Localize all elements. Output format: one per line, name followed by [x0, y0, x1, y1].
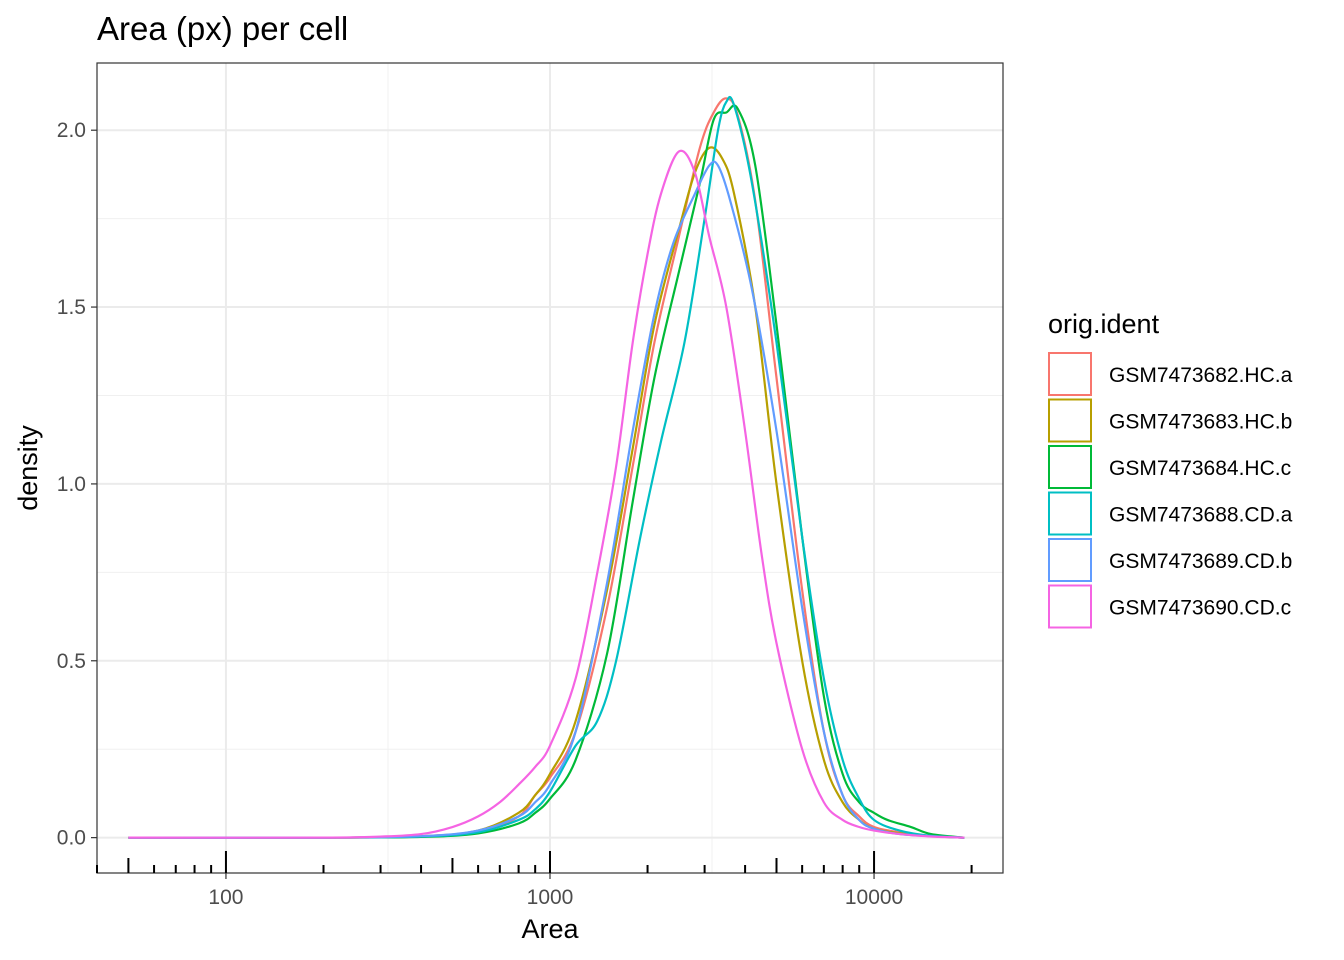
density-curve-GSM7473684.HC.c: [128, 104, 965, 839]
density-curves: [128, 95, 965, 839]
y-tick-label: 0.5: [57, 650, 86, 673]
density-curve-GSM7473690.CD.c: [128, 149, 965, 839]
legend-key-box: [1048, 398, 1092, 443]
x-tick-label: 1000: [527, 886, 574, 909]
x-axis: 100 1000 10000: [96, 851, 973, 909]
y-axis-title: density: [13, 425, 43, 511]
y-tick-label: 2.0: [57, 119, 86, 142]
legend-key-box: [1048, 491, 1092, 536]
y-tick-label: 1.0: [57, 473, 86, 496]
legend-title: orig.ident: [1048, 309, 1160, 339]
chart-title: Area (px) per cell: [97, 10, 348, 47]
legend: orig.ident GSM7473682.HC.a GSM7473683.HC.…: [1048, 309, 1293, 629]
legend-label: GSM7473688.CD.a: [1109, 504, 1293, 527]
y-tick-label: 1.5: [57, 296, 86, 319]
legend-key-box: [1048, 352, 1092, 396]
y-axis: 0.0 0.5 1.0 1.5 2.0: [57, 119, 97, 850]
legend-label: GSM7473683.HC.b: [1109, 411, 1292, 434]
major-gridlines: [97, 63, 1003, 873]
density-curve-GSM7473683.HC.b: [128, 146, 965, 839]
legend-key-box: [1048, 445, 1092, 489]
x-axis-title: Area: [521, 914, 579, 944]
y-tick-label: 0.0: [57, 827, 86, 850]
legend-label: GSM7473684.HC.c: [1109, 457, 1291, 480]
legend-key-box: [1048, 538, 1092, 582]
legend-label: GSM7473689.CD.b: [1109, 550, 1292, 573]
legend-key-box: [1048, 584, 1092, 629]
legend-label: GSM7473682.HC.a: [1109, 364, 1293, 387]
x-tick-label: 10000: [845, 886, 903, 909]
x-tick-label: 100: [208, 886, 243, 909]
legend-label: GSM7473690.CD.c: [1109, 597, 1291, 620]
